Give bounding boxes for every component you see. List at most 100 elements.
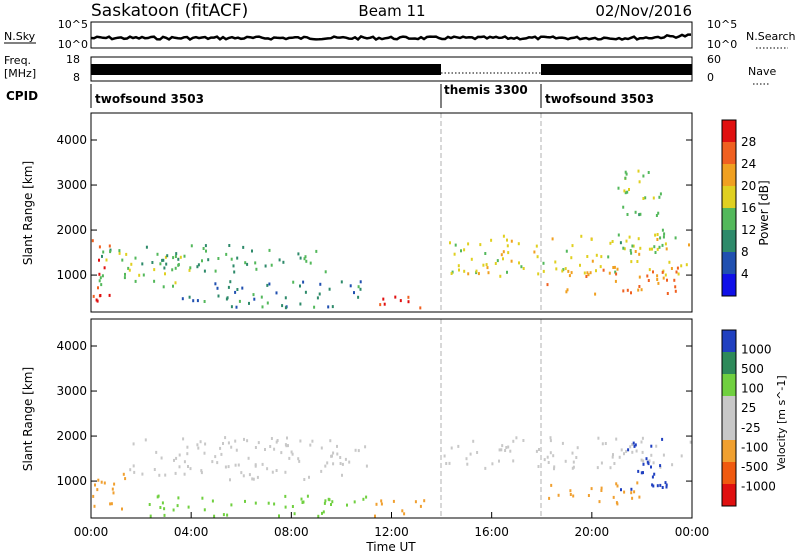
x-tick-label: 04:00	[174, 525, 209, 539]
range-cell	[595, 269, 597, 273]
range-cell	[207, 258, 210, 262]
range-cell	[512, 439, 515, 443]
range-cell	[550, 483, 553, 487]
range-cell	[645, 457, 648, 461]
range-cell	[101, 274, 104, 278]
range-cell	[648, 268, 651, 272]
range-cell	[457, 264, 460, 268]
range-cell	[241, 286, 244, 290]
range-cell	[227, 441, 230, 445]
colorbar-swatch	[722, 462, 736, 484]
range-cell	[670, 267, 673, 270]
range-cell	[165, 262, 168, 266]
range-cell	[535, 244, 538, 248]
range-cell	[475, 269, 478, 273]
range-cell	[183, 254, 186, 258]
range-cell	[275, 469, 278, 472]
range-cell	[506, 270, 508, 274]
date-title: 02/Nov/2016	[595, 2, 692, 20]
range-cell	[472, 439, 475, 443]
range-cell	[300, 497, 303, 501]
range-cell	[616, 484, 619, 488]
range-cell	[306, 494, 309, 498]
range-cell	[630, 487, 633, 491]
range-cell	[216, 286, 219, 290]
range-cell	[177, 496, 180, 500]
range-cell	[590, 237, 593, 241]
range-cell	[149, 514, 152, 518]
range-cell	[102, 250, 105, 254]
colorbar-tick-label: 500	[741, 362, 764, 376]
range-cell	[626, 190, 629, 194]
range-cell	[569, 493, 572, 496]
range-cell	[103, 481, 106, 485]
range-cell	[487, 271, 490, 275]
range-cell	[275, 440, 278, 444]
range-cell	[237, 463, 240, 467]
range-cell	[629, 249, 632, 252]
range-cell	[403, 512, 406, 516]
range-cell	[600, 255, 603, 259]
range-cell	[651, 247, 653, 251]
range-cell	[632, 441, 635, 445]
range-cell	[631, 244, 634, 248]
range-cell	[303, 257, 306, 261]
colorbar-tick-label: 4	[741, 267, 749, 281]
range-cell	[174, 471, 177, 475]
range-cell	[654, 233, 657, 237]
range-cell	[641, 436, 644, 440]
range-cell	[214, 282, 217, 286]
range-cell	[609, 241, 612, 245]
range-cell	[323, 501, 326, 505]
range-cell	[625, 449, 628, 453]
range-cell	[564, 459, 567, 463]
range-cell	[626, 213, 629, 216]
range-cell	[328, 287, 331, 291]
power-scatter	[91, 169, 690, 310]
range-cell	[658, 245, 661, 249]
range-cell	[640, 288, 643, 292]
range-cell	[470, 257, 473, 261]
range-cell	[222, 513, 225, 517]
range-cell	[506, 244, 509, 248]
colorbar-swatch	[722, 230, 736, 252]
range-cell	[164, 272, 166, 276]
range-cell	[224, 465, 227, 469]
range-cell	[341, 473, 343, 477]
range-cell	[626, 288, 629, 292]
range-cell	[623, 247, 626, 251]
range-cell	[270, 437, 273, 440]
cpid-mode-2: themis 3300	[444, 83, 528, 97]
range-cell	[103, 266, 106, 270]
range-cell	[132, 464, 135, 468]
range-cell	[266, 467, 269, 471]
range-cell	[572, 465, 575, 469]
colorbar-frame	[721, 119, 737, 297]
range-cell	[383, 302, 386, 306]
range-cell	[664, 242, 667, 246]
range-cell	[336, 444, 338, 448]
range-cell	[112, 491, 115, 495]
range-cell	[182, 437, 185, 441]
range-cell	[329, 439, 332, 443]
colorbar-tick-label: 24	[741, 157, 756, 171]
range-cell	[674, 285, 677, 289]
range-cell	[499, 274, 502, 278]
range-cell	[572, 494, 575, 498]
range-cell	[142, 273, 145, 277]
range-cell	[138, 273, 141, 277]
range-cell	[275, 291, 278, 295]
range-cell	[601, 442, 604, 446]
range-cell	[227, 465, 230, 469]
range-cell	[611, 455, 614, 459]
range-cell	[652, 270, 654, 274]
range-cell	[251, 249, 253, 253]
range-cell	[505, 446, 508, 449]
range-cell	[177, 257, 180, 261]
range-cell	[518, 261, 520, 265]
range-cell	[313, 305, 316, 309]
range-cell	[631, 443, 634, 446]
range-cell	[200, 469, 203, 473]
range-cell	[445, 462, 448, 465]
